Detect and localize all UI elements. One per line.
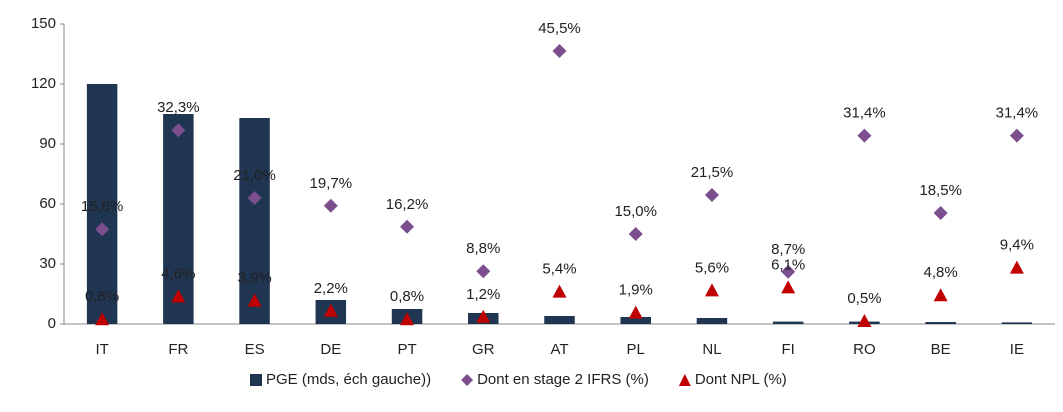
data-label: 5,4% xyxy=(542,261,576,278)
diamond-marker xyxy=(552,44,567,58)
diamond-marker xyxy=(781,264,796,279)
data-label: 4,6% xyxy=(161,265,195,282)
x-tick-label: AT xyxy=(550,341,568,358)
triangle-marker xyxy=(552,284,567,298)
diamond-marker xyxy=(1009,128,1024,143)
x-tick-label: NL xyxy=(702,341,721,358)
legend-label: Dont en stage 2 IFRS (%) xyxy=(477,371,649,388)
x-tick-label: PL xyxy=(627,341,645,358)
data-label: 9,4% xyxy=(1000,237,1034,254)
bar xyxy=(1001,322,1033,324)
y-tick-label: 60 xyxy=(39,195,56,212)
diamond-marker xyxy=(857,128,872,143)
data-label: 1,2% xyxy=(466,286,500,303)
data-label: 45,5% xyxy=(538,20,581,37)
data-label: 8,7% xyxy=(771,241,805,258)
triangle-marker xyxy=(781,280,796,294)
bar xyxy=(925,322,956,324)
x-tick-label: FI xyxy=(782,341,795,358)
triangle-marker xyxy=(476,309,491,323)
triangle-marker xyxy=(95,312,110,326)
legend: PGE (mds, éch gauche)) Dont en stage 2 IF… xyxy=(250,371,787,388)
legend-swatch xyxy=(678,374,691,386)
y-tick-label: 30 xyxy=(39,255,56,272)
triangle-marker xyxy=(1009,260,1024,274)
x-tick-label: IE xyxy=(1010,341,1024,358)
bar xyxy=(620,317,651,324)
y-tick-label: 120 xyxy=(31,75,56,92)
y-tick-label: 150 xyxy=(31,15,56,32)
data-label: 31,4% xyxy=(843,105,886,122)
triangle-marker xyxy=(323,303,338,317)
triangle-marker xyxy=(704,283,719,297)
x-tick-label: BE xyxy=(931,341,951,358)
data-label: 32,3% xyxy=(157,99,200,116)
diamond-marker xyxy=(323,198,338,213)
triangle-marker xyxy=(247,293,262,307)
diamond-marker xyxy=(247,191,262,205)
triangle-marker xyxy=(933,288,948,302)
diamond-marker xyxy=(95,222,110,237)
data-label: 18,5% xyxy=(919,182,962,199)
bar xyxy=(86,84,118,324)
data-label: 19,7% xyxy=(310,175,353,192)
data-label: 1,9% xyxy=(619,282,653,299)
data-label: 0,8% xyxy=(85,288,119,305)
legend-swatch xyxy=(250,374,262,386)
data-label: 5,6% xyxy=(695,259,729,276)
data-label: 4,8% xyxy=(924,264,958,281)
data-label: 15,8% xyxy=(81,198,124,215)
data-label: 21,0% xyxy=(233,167,276,184)
data-label: 31,4% xyxy=(996,105,1039,122)
y-tick-label: 0 xyxy=(48,315,56,332)
legend-swatch xyxy=(461,374,474,386)
y-tick-label: 90 xyxy=(39,135,56,152)
x-tick-label: GR xyxy=(472,341,495,358)
x-tick-label: FR xyxy=(168,341,188,358)
bar xyxy=(696,318,728,324)
data-label: 8,8% xyxy=(466,240,500,257)
diamond-marker xyxy=(628,227,643,241)
diamond-marker xyxy=(400,219,415,234)
diamond-marker xyxy=(171,123,186,138)
bar xyxy=(772,321,804,324)
legend-label: Dont NPL (%) xyxy=(695,371,787,388)
diamond-marker xyxy=(933,206,948,220)
x-tick-label: PT xyxy=(397,341,416,358)
data-label: 2,2% xyxy=(314,280,348,297)
data-label: 16,2% xyxy=(386,196,429,213)
data-label: 21,5% xyxy=(691,164,734,181)
data-label: 3,9% xyxy=(237,270,271,287)
x-tick-label: RO xyxy=(853,341,876,358)
triangle-marker xyxy=(628,305,643,319)
data-label: 0,5% xyxy=(847,290,881,307)
diamond-marker xyxy=(476,264,491,279)
legend-label: PGE (mds, éch gauche)) xyxy=(266,371,431,388)
diamond-marker xyxy=(704,188,719,202)
x-tick-label: IT xyxy=(95,341,108,358)
x-tick-label: DE xyxy=(320,341,341,358)
bar xyxy=(163,114,194,324)
data-label: 15,0% xyxy=(614,203,657,220)
data-label: 6,1% xyxy=(771,256,805,273)
triangle-marker xyxy=(171,289,186,303)
x-tick-label: ES xyxy=(245,341,265,358)
triangle-marker xyxy=(400,312,415,326)
bar xyxy=(239,118,270,324)
bar xyxy=(544,316,575,324)
triangle-marker xyxy=(857,314,872,327)
data-label: 0,8% xyxy=(390,288,424,305)
